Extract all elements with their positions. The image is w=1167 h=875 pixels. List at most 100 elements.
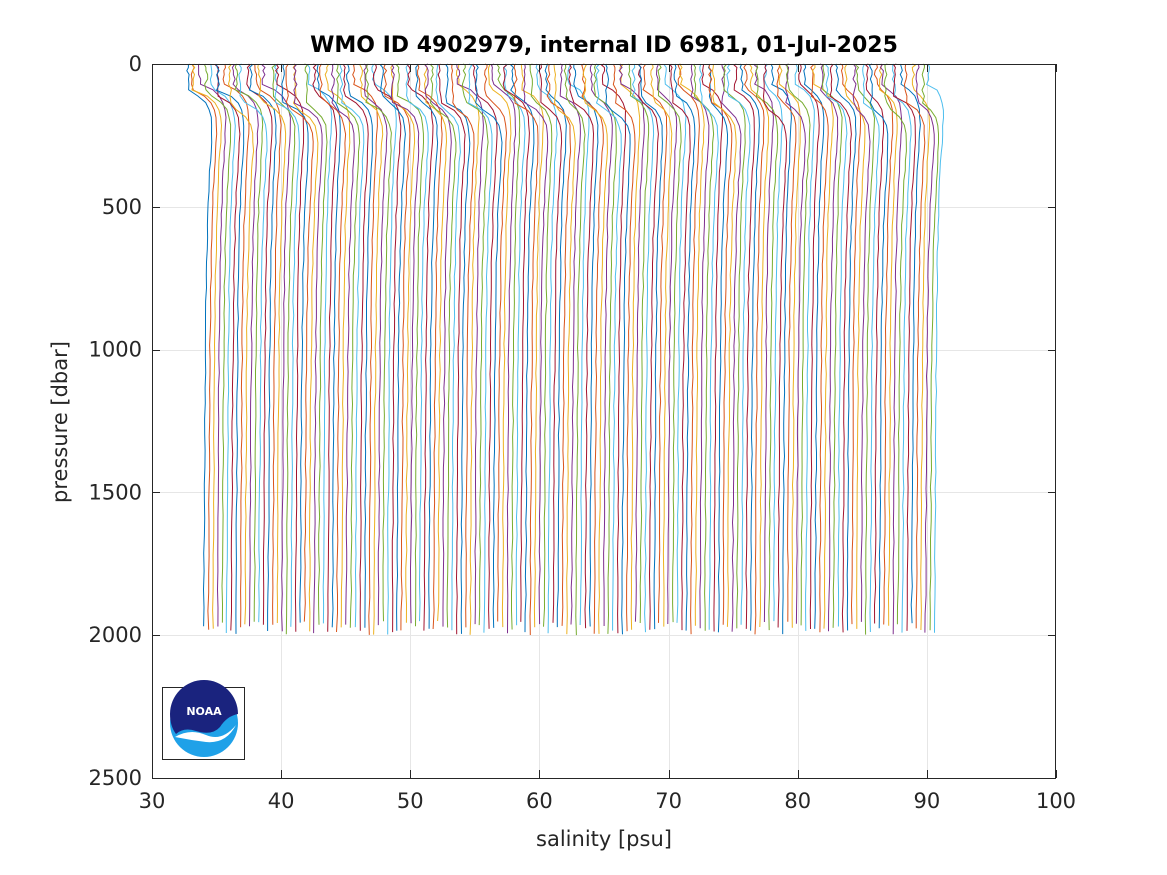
profile-line (835, 63, 857, 631)
profile-line (339, 63, 365, 628)
profile-line (723, 63, 746, 629)
profile-line (312, 63, 338, 632)
x-tick-labels: 30 40 50 60 70 80 90 100 (139, 789, 1076, 813)
profile-line (600, 63, 627, 634)
profile-line (690, 63, 710, 629)
profile-line (655, 63, 678, 625)
x-tick-label: 100 (1036, 789, 1076, 813)
profile-line (743, 63, 765, 635)
profile-line (663, 64, 687, 623)
axis-ticks (152, 64, 1057, 779)
profile-line (879, 63, 903, 635)
profile-line (883, 63, 907, 625)
profile-line (595, 63, 622, 631)
profile-line (520, 63, 544, 628)
profile-line (307, 63, 333, 624)
profile-line (271, 63, 296, 635)
profile-line (316, 63, 341, 628)
profile-line (573, 63, 599, 627)
profile-line (862, 63, 880, 633)
profile-line (472, 63, 498, 629)
profile-line (785, 63, 806, 624)
y-tick-labels: 0 500 1000 1500 2000 2500 (89, 52, 142, 790)
profile-line (749, 63, 770, 628)
profile-line (186, 63, 213, 627)
profile-line (798, 63, 820, 630)
profile-line (352, 63, 378, 635)
profile-line (415, 63, 439, 629)
y-tick-label: 0 (129, 52, 142, 76)
profile-line (701, 63, 724, 632)
profile-line (330, 63, 355, 625)
profile-line (445, 63, 471, 634)
profile-line (390, 63, 416, 623)
profile-line (450, 63, 475, 628)
x-tick-label: 70 (655, 789, 682, 813)
profile-line (405, 63, 429, 622)
y-tick-label: 1500 (89, 480, 142, 504)
profile-line (292, 63, 319, 632)
profile-line (475, 64, 503, 628)
profile-line (721, 63, 742, 632)
profile-line (650, 63, 673, 627)
profile-line (437, 63, 466, 635)
noaa-logo: NOAA (162, 680, 245, 760)
profile-line (407, 63, 434, 631)
x-tick-label: 50 (397, 789, 424, 813)
profile-line (336, 63, 361, 628)
profile-line (435, 63, 461, 631)
profile-line (510, 63, 535, 633)
x-tick-label: 60 (526, 789, 553, 813)
chart-title: WMO ID 4902979, internal ID 6981, 01-Jul… (310, 33, 898, 58)
profile-line (254, 64, 282, 625)
profile-line (523, 63, 549, 625)
profile-line (359, 63, 384, 635)
profile-line (343, 63, 369, 631)
profile-line (915, 63, 935, 633)
profile-line (657, 63, 682, 623)
y-axis-label: pressure [dbar] (48, 341, 72, 503)
y-tick-label: 500 (102, 195, 142, 219)
profile-line (227, 63, 255, 625)
profile-line (274, 63, 300, 627)
profile-line (424, 63, 452, 627)
profile-line (593, 64, 617, 634)
profile-line (285, 63, 314, 622)
profile-line (821, 63, 843, 628)
profile-line (825, 64, 848, 627)
profile-line (538, 63, 563, 623)
profile-line (776, 63, 797, 622)
profile-line (222, 63, 250, 628)
profile-line (811, 63, 834, 629)
profile-line (423, 63, 448, 622)
profile-line (679, 63, 705, 626)
y-tick-label: 1000 (89, 338, 142, 362)
profile-line (429, 63, 457, 628)
profile-line (379, 63, 406, 631)
profile-line (390, 63, 420, 624)
profile-line (372, 63, 402, 633)
profile-line (535, 63, 558, 634)
noaa-logo-text: NOAA (186, 705, 222, 718)
profile-line (899, 63, 921, 624)
profile-line (631, 63, 655, 633)
profile-line (637, 63, 659, 630)
profile-line (911, 63, 931, 631)
profile-line (778, 63, 801, 628)
profile-line (395, 63, 425, 627)
profile-line (567, 63, 590, 626)
profile-line (544, 63, 567, 628)
profile-line (468, 63, 493, 633)
profile-line (248, 63, 277, 631)
profile-line (197, 63, 227, 627)
profile-line (293, 63, 323, 634)
profile-line (707, 63, 729, 633)
profile-line (673, 63, 696, 631)
profile-lines (186, 63, 945, 636)
profile-line (204, 63, 232, 623)
profile-line (559, 63, 581, 625)
profile-line (503, 63, 526, 626)
profile-line (726, 63, 751, 625)
profile-line (455, 63, 480, 635)
profile-line (363, 63, 388, 626)
